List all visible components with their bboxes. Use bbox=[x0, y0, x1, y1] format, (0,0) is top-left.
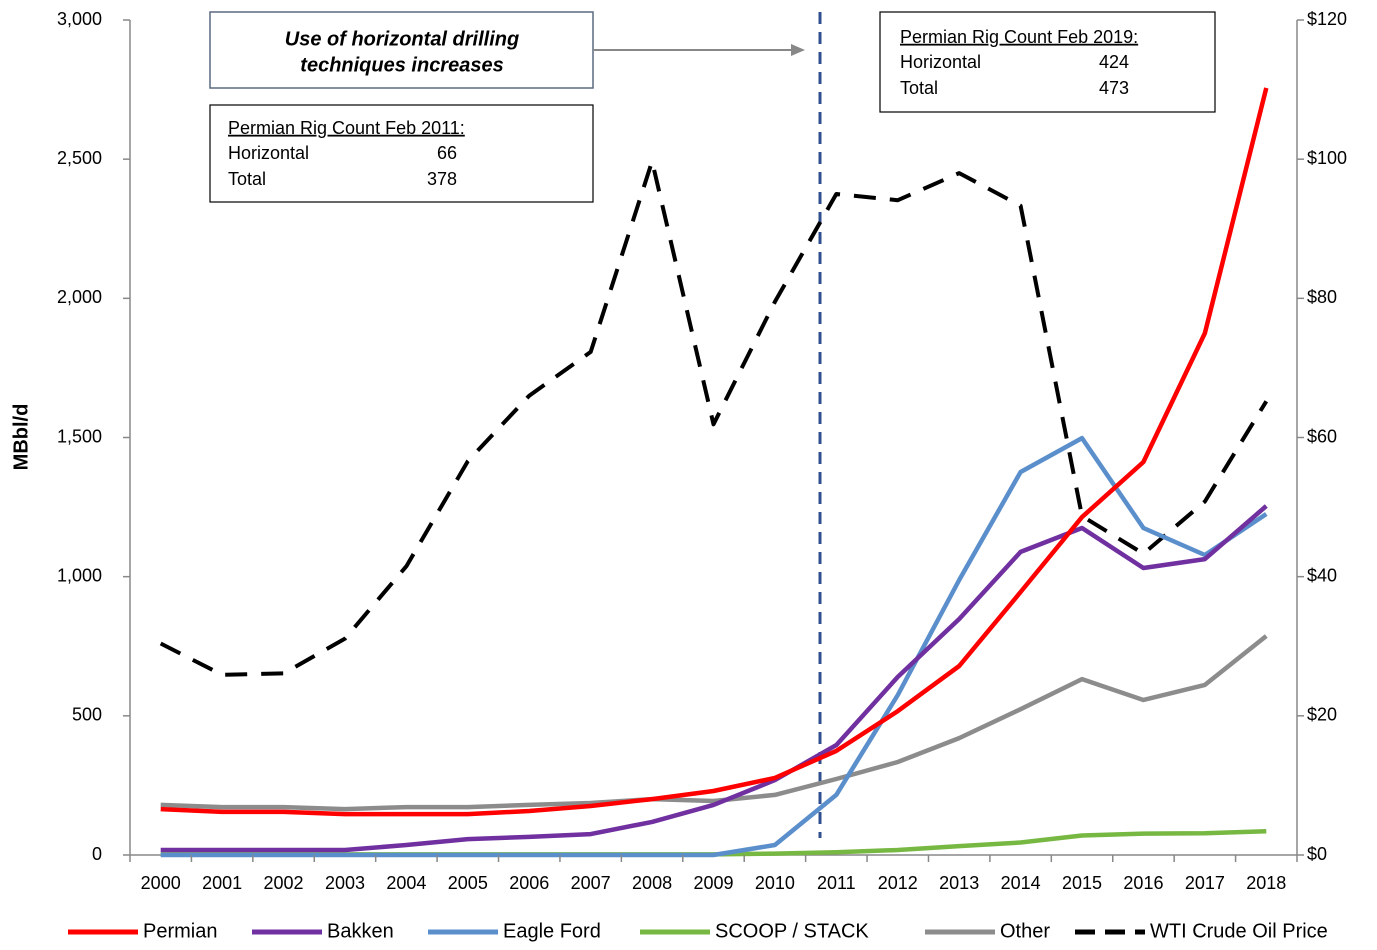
arrow-head bbox=[791, 44, 805, 56]
x-tick-label: 2004 bbox=[386, 873, 426, 893]
annotation-text: Use of horizontal drilling bbox=[285, 28, 519, 50]
annotation-box bbox=[209, 11, 594, 89]
annotation-box bbox=[879, 11, 1216, 113]
series-line bbox=[160, 504, 1268, 853]
annotation-text: techniques increases bbox=[300, 54, 503, 76]
x-tick-label: 2005 bbox=[448, 873, 488, 893]
x-tick-label: 2018 bbox=[1246, 873, 1286, 893]
x-tick-label: 2000 bbox=[141, 873, 181, 893]
x-tick-label: 2007 bbox=[571, 873, 611, 893]
y-tick-label: 2,500 bbox=[57, 148, 102, 168]
x-tick-label: 2003 bbox=[325, 873, 365, 893]
y-tick-label: 500 bbox=[72, 705, 102, 725]
legend-label: Eagle Ford bbox=[503, 920, 601, 942]
series-line bbox=[159, 159, 1269, 677]
annotation-label: Total bbox=[900, 78, 938, 98]
annotation-value: 424 bbox=[1099, 52, 1129, 72]
x-tick-label: 2008 bbox=[632, 873, 672, 893]
y2-tick-label: $100 bbox=[1307, 148, 1347, 168]
annotation-label: Horizontal bbox=[900, 52, 981, 72]
x-tick-label: 2014 bbox=[1001, 873, 1041, 893]
y2-tick-label: $80 bbox=[1307, 287, 1337, 307]
series-line bbox=[160, 87, 1269, 817]
x-tick-label: 2002 bbox=[264, 873, 304, 893]
annotation-box bbox=[209, 104, 594, 203]
annotation-label: Total bbox=[228, 169, 266, 189]
y2-tick-label: $0 bbox=[1307, 844, 1327, 864]
x-tick-label: 2012 bbox=[878, 873, 918, 893]
series-line bbox=[160, 634, 1268, 812]
y2-tick-label: $120 bbox=[1307, 9, 1347, 29]
x-tick-label: 2010 bbox=[755, 873, 795, 893]
annotation-value: 66 bbox=[437, 143, 457, 163]
x-tick-label: 2015 bbox=[1062, 873, 1102, 893]
y-tick-label: 0 bbox=[92, 844, 102, 864]
x-tick-label: 2006 bbox=[509, 873, 549, 893]
annotation-title: Permian Rig Count Feb 2011: bbox=[228, 118, 465, 138]
y-tick-label: 2,000 bbox=[57, 287, 102, 307]
y2-tick-label: $60 bbox=[1307, 426, 1337, 446]
annotation-title: Permian Rig Count Feb 2019: bbox=[900, 27, 1138, 47]
x-tick-label: 2011 bbox=[817, 873, 856, 893]
y-tick-label: 1,500 bbox=[57, 426, 102, 446]
legend-label: Permian bbox=[143, 920, 217, 942]
x-tick-label: 2016 bbox=[1123, 873, 1163, 893]
legend-label: Other bbox=[1000, 920, 1050, 942]
annotation-value: 473 bbox=[1099, 78, 1129, 98]
y2-tick-label: $40 bbox=[1307, 565, 1337, 585]
x-tick-label: 2001 bbox=[202, 873, 242, 893]
x-tick-label: 2017 bbox=[1185, 873, 1225, 893]
x-tick-label: 2009 bbox=[693, 873, 733, 893]
legend-label: SCOOP / STACK bbox=[715, 920, 869, 942]
series-line bbox=[160, 435, 1268, 858]
x-tick-label: 2013 bbox=[939, 873, 979, 893]
y2-tick-label: $20 bbox=[1307, 705, 1337, 725]
y-tick-label: 3,000 bbox=[57, 9, 102, 29]
annotation-value: 378 bbox=[427, 169, 457, 189]
legend-label: Bakken bbox=[327, 920, 394, 942]
y-axis-label: MBbl/d bbox=[10, 404, 32, 471]
annotation-label: Horizontal bbox=[228, 143, 309, 163]
legend-label: WTI Crude Oil Price bbox=[1150, 920, 1328, 942]
y-tick-label: 1,000 bbox=[57, 565, 102, 585]
